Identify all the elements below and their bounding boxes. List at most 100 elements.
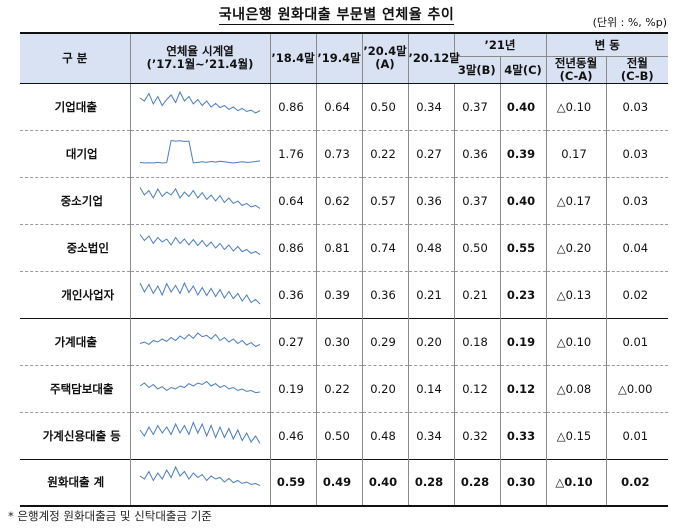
header-mom-formula: (C-B) — [620, 68, 654, 83]
cell-yoy: △0.10 — [545, 318, 607, 365]
row-name: 가계대출 — [54, 334, 97, 349]
cell-21-4: 0.40 — [499, 83, 547, 130]
cell-20-12: 0.34 — [407, 412, 454, 459]
cell-20-4: 0.20 — [361, 365, 408, 412]
cell-19: 0.49 — [315, 459, 362, 506]
cell-21-3: 0.32 — [453, 412, 500, 459]
cell-21-3: 0.28 — [453, 459, 500, 506]
row-name: 원화대출 계 — [47, 475, 105, 490]
sparkline — [139, 331, 261, 347]
row-name: 중소기업 — [60, 193, 103, 208]
cell-21-4: 0.30 — [499, 459, 547, 506]
cell-18: 0.19 — [269, 365, 316, 412]
header-20-4-tag: (A) — [375, 57, 395, 72]
cell-19: 0.62 — [315, 177, 362, 224]
cell-20-12: 0.20 — [407, 318, 454, 365]
cell-18: 0.27 — [269, 318, 316, 365]
cell-20-4: 0.74 — [361, 224, 408, 271]
cell-20-12: 0.14 — [407, 365, 454, 412]
cell-yoy: △0.20 — [545, 224, 607, 271]
table-row: 가계신용대출 등 0.46 0.50 0.48 0.34 0.32 0.33 △… — [20, 412, 669, 459]
cell-21-4: 0.12 — [499, 365, 547, 412]
cell-20-12: 0.48 — [407, 224, 454, 271]
cell-mom: 0.03 — [605, 130, 669, 177]
table-row: 기업대출 0.86 0.64 0.50 0.34 0.37 0.40 △0.10… — [20, 83, 669, 130]
table-row: 개인사업자 0.36 0.39 0.36 0.21 0.21 0.23 △0.1… — [20, 271, 669, 318]
cell-mom: 0.03 — [605, 83, 669, 130]
header-series: 연체율 시계열 (’17.1월~’21.4월) — [129, 32, 270, 84]
header-series-period: (’17.1월~’21.4월) — [146, 57, 254, 72]
sparkline-cell — [129, 83, 270, 130]
cell-21-3: 0.50 — [453, 224, 500, 271]
table-row: 가계대출 0.27 0.30 0.29 0.20 0.18 0.19 △0.10… — [20, 318, 669, 365]
table-row-total: 원화대출 계 0.59 0.49 0.40 0.28 0.28 0.30 △0.… — [20, 459, 669, 506]
header-20-4: ’20.4말 (A) — [361, 32, 408, 84]
cell-20-4: 0.57 — [361, 177, 408, 224]
cell-21-3: 0.37 — [453, 83, 500, 130]
cell-yoy: △0.17 — [545, 177, 607, 224]
cell-mom: △0.00 — [605, 365, 669, 412]
sparkline — [139, 281, 261, 304]
cell-21-3: 0.18 — [453, 318, 500, 365]
row-name: 가계신용대출 등 — [42, 428, 121, 443]
cell-20-12: 0.34 — [407, 83, 454, 130]
sparkline-cell — [129, 271, 270, 318]
cell-20-12: 0.36 — [407, 177, 454, 224]
sparkline-path — [139, 233, 261, 255]
sparkline-cell — [129, 177, 270, 224]
header-change: 변 동 — [545, 32, 669, 56]
cell-20-12: 0.27 — [407, 130, 454, 177]
row-name: 개인사업자 — [61, 287, 115, 302]
cell-18: 0.86 — [269, 83, 316, 130]
sparkline-path — [139, 90, 261, 114]
row-name: 기업대출 — [54, 99, 97, 114]
cell-20-4: 0.36 — [361, 271, 408, 318]
header-category: 구 분 — [20, 32, 130, 84]
header-yoy: 전년동월 (C-A) — [545, 55, 607, 84]
cell-20-12: 0.21 — [407, 271, 454, 318]
header-21-4: 4말(C) — [499, 55, 547, 84]
cell-mom: 0.03 — [605, 177, 669, 224]
cell-18: 0.46 — [269, 412, 316, 459]
cell-21-4: 0.23 — [499, 271, 547, 318]
cell-21-4: 0.40 — [499, 177, 547, 224]
cell-mom: 0.04 — [605, 224, 669, 271]
cell-mom: 0.01 — [605, 412, 669, 459]
sparkline — [139, 186, 261, 209]
cell-18: 0.64 — [269, 177, 316, 224]
sparkline — [139, 90, 261, 114]
cell-21-3: 0.12 — [453, 365, 500, 412]
cell-18: 0.59 — [269, 459, 316, 506]
sparkline — [139, 466, 261, 487]
cell-mom: 0.02 — [605, 459, 669, 506]
cell-21-4: 0.19 — [499, 318, 547, 365]
sparkline-cell — [129, 224, 270, 271]
header-yoy-formula: (C-A) — [559, 68, 593, 83]
sparkline-path — [139, 281, 261, 304]
header-mom-label: 전월 — [626, 55, 648, 70]
cell-18: 0.86 — [269, 224, 316, 271]
cell-19: 0.50 — [315, 412, 362, 459]
header-20-12: ’20.12말 — [407, 32, 460, 84]
sparkline-path — [139, 331, 261, 347]
table-row: 대기업 1.76 0.73 0.22 0.27 0.36 0.39 0.17 0… — [20, 130, 669, 177]
sparkline — [139, 420, 261, 444]
table-row: 중소기업 0.64 0.62 0.57 0.36 0.37 0.40 △0.17… — [20, 177, 669, 224]
cell-mom: 0.01 — [605, 318, 669, 365]
header-yoy-label: 전년동월 — [554, 55, 598, 70]
cell-21-3: 0.36 — [453, 130, 500, 177]
cell-20-4: 0.22 — [361, 130, 408, 177]
sparkline-path — [139, 380, 261, 393]
header-20-4-label: ’20.4말 — [363, 44, 407, 59]
sparkline — [139, 380, 261, 393]
cell-18: 1.76 — [269, 130, 316, 177]
sparkline-path — [139, 186, 261, 209]
cell-19: 0.39 — [315, 271, 362, 318]
row-name: 주택담보대출 — [50, 381, 114, 396]
footnote: * 은행계정 원화대출금 및 신탁대출금 기준 — [8, 509, 212, 523]
sparkline-cell — [129, 130, 270, 177]
cell-21-4: 0.39 — [499, 130, 547, 177]
header-18: ’18.4말 — [269, 32, 316, 84]
cell-21-3: 0.21 — [453, 271, 500, 318]
cell-20-4: 0.50 — [361, 83, 408, 130]
